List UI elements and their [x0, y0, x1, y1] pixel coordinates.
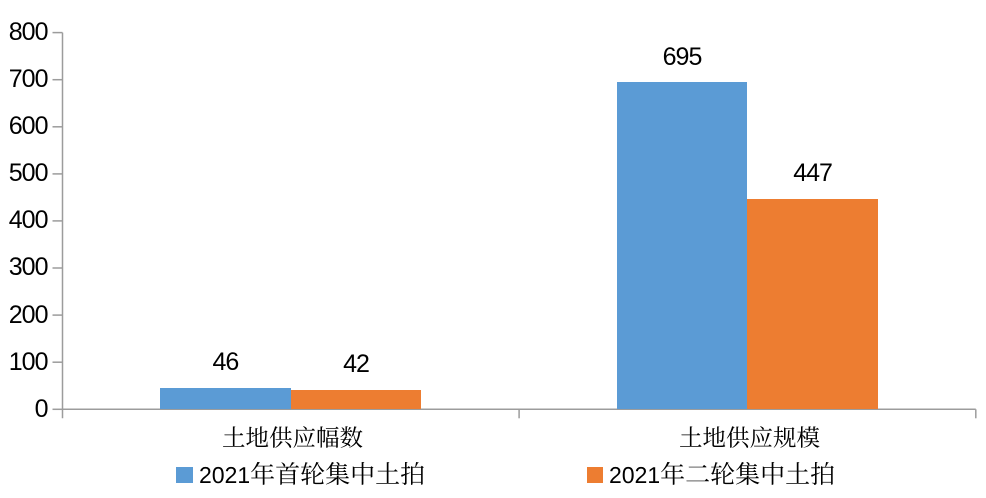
y-tick-label: 100 — [8, 347, 49, 376]
bar-second-round-cat2 — [747, 198, 878, 410]
bar-first-round-cat1 — [160, 387, 291, 410]
category-label-1 — [222, 426, 362, 448]
category-label-2 — [680, 426, 820, 448]
bar-value-label: 42 — [343, 350, 370, 378]
y-tick-label: 200 — [8, 300, 49, 329]
legend-label-2 — [610, 462, 835, 485]
y-tick-label: 600 — [8, 112, 49, 141]
category-label-2-glyphs — [680, 426, 820, 448]
bar-first-round-cat2 — [616, 82, 748, 410]
bar-value-label: 447 — [793, 159, 833, 188]
y-tick-label: 500 — [8, 159, 49, 188]
legend-swatch-second-round — [586, 466, 604, 483]
legend-label-2-glyphs — [610, 462, 835, 485]
bar-second-round-cat1 — [290, 389, 422, 410]
y-tick-label: 0 — [34, 394, 49, 423]
bar-value-label: 695 — [662, 42, 703, 71]
category-label-1-glyphs — [222, 426, 362, 448]
y-tick-label: 800 — [8, 18, 49, 46]
axis-lines — [52, 31, 977, 419]
y-tick-label: 700 — [8, 65, 49, 94]
legend-label-1 — [200, 462, 424, 485]
y-tick-label: 400 — [8, 206, 49, 235]
y-tick-label: 300 — [8, 253, 49, 282]
bar-value-label: 46 — [212, 348, 239, 377]
legend-label-1-glyphs — [200, 462, 424, 485]
legend-swatch-first-round — [176, 466, 193, 483]
